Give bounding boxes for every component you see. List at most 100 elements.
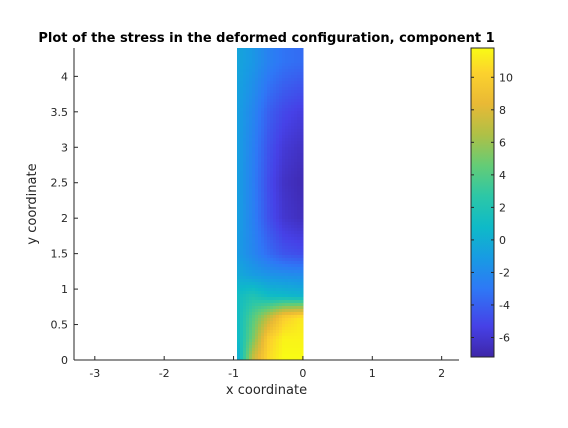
heatmap-cell [267,336,271,340]
heatmap-cell [285,342,289,346]
heatmap-cell [252,117,256,121]
heatmap-cell [285,339,289,343]
heatmap-cell [237,291,241,295]
heatmap-cell [288,156,292,160]
heatmap-cell [285,180,289,184]
heatmap-cell [240,63,244,67]
heatmap-cell [252,180,256,184]
heatmap-cell [249,75,253,79]
heatmap-cell [261,342,265,346]
heatmap-cell [237,108,241,112]
heatmap-cell [252,123,256,127]
heatmap-cell [270,75,274,79]
heatmap-cell [261,66,265,70]
heatmap-cell [297,246,301,250]
heatmap-cell [285,243,289,247]
heatmap-cell [270,141,274,145]
heatmap-cell [261,210,265,214]
heatmap-cell [297,333,301,337]
heatmap-cell [255,240,259,244]
heatmap-cell [291,84,295,88]
heatmap-cell [270,234,274,238]
heatmap-cell [264,249,268,253]
heatmap-cell [243,264,247,268]
heatmap-cell [246,168,250,172]
heatmap-cell [243,339,247,343]
heatmap-cell [261,159,265,163]
heatmap-cell [300,132,304,136]
heatmap-cell [273,96,277,100]
heatmap-cell [291,72,295,76]
heatmap-cell [255,66,259,70]
heatmap-cell [261,129,265,133]
heatmap-cell [237,90,241,94]
heatmap-cell [282,288,286,292]
heatmap-cell [276,81,280,85]
heatmap-cell [258,117,262,121]
heatmap-cell [237,246,241,250]
heatmap-cell [243,273,247,277]
heatmap-cell [249,219,253,223]
heatmap-cell [249,189,253,193]
heatmap-cell [246,219,250,223]
heatmap-cell [240,339,244,343]
heatmap-cell [300,342,304,346]
heatmap-cell [249,66,253,70]
heatmap-cell [288,207,292,211]
heatmap-cell [282,258,286,262]
heatmap-cell [264,186,268,190]
heatmap-cell [294,306,298,310]
heatmap-cell [300,294,304,298]
heatmap-cell [288,324,292,328]
heatmap-cell [291,138,295,142]
colorbar-tick-label: 2 [499,201,506,214]
heatmap-cell [270,111,274,115]
heatmap-cell [294,141,298,145]
heatmap-cell [240,96,244,100]
heatmap-cell [252,201,256,205]
heatmap-cell [240,255,244,259]
heatmap-cell [270,177,274,181]
heatmap-cell [246,345,250,349]
heatmap-cell [261,237,265,241]
heatmap-cell [300,318,304,322]
heatmap-cell [291,318,295,322]
heatmap-cell [285,51,289,55]
heatmap-cell [264,345,268,349]
heatmap-cell [297,300,301,304]
heatmap-cell [282,210,286,214]
heatmap-cell [297,258,301,262]
heatmap-cell [255,357,259,361]
heatmap-cell [237,87,241,91]
x-tick-label: -1 [228,367,239,380]
heatmap-cell [282,114,286,118]
heatmap-cell [282,195,286,199]
heatmap-cell [264,198,268,202]
heatmap-cell [258,225,262,229]
heatmap-cell [270,303,274,307]
heatmap-cell [258,303,262,307]
heatmap-cell [255,264,259,268]
heatmap-cell [255,144,259,148]
heatmap-cell [252,261,256,265]
heatmap-cell [285,237,289,241]
heatmap-cell [264,87,268,91]
heatmap-cell [288,63,292,67]
heatmap-cell [285,219,289,223]
heatmap-cell [297,153,301,157]
heatmap-cell [300,204,304,208]
heatmap-cell [276,228,280,232]
heatmap-cell [267,282,271,286]
heatmap-cell [300,240,304,244]
heatmap-cell [288,129,292,133]
heatmap-cell [282,219,286,223]
heatmap-cell [255,117,259,121]
heatmap-cell [267,195,271,199]
heatmap-cell [243,318,247,322]
heatmap-cell [255,333,259,337]
heatmap-cell [288,66,292,70]
heatmap-cell [267,240,271,244]
heatmap-cell [273,54,277,58]
heatmap-cell [246,318,250,322]
heatmap-cell [276,189,280,193]
